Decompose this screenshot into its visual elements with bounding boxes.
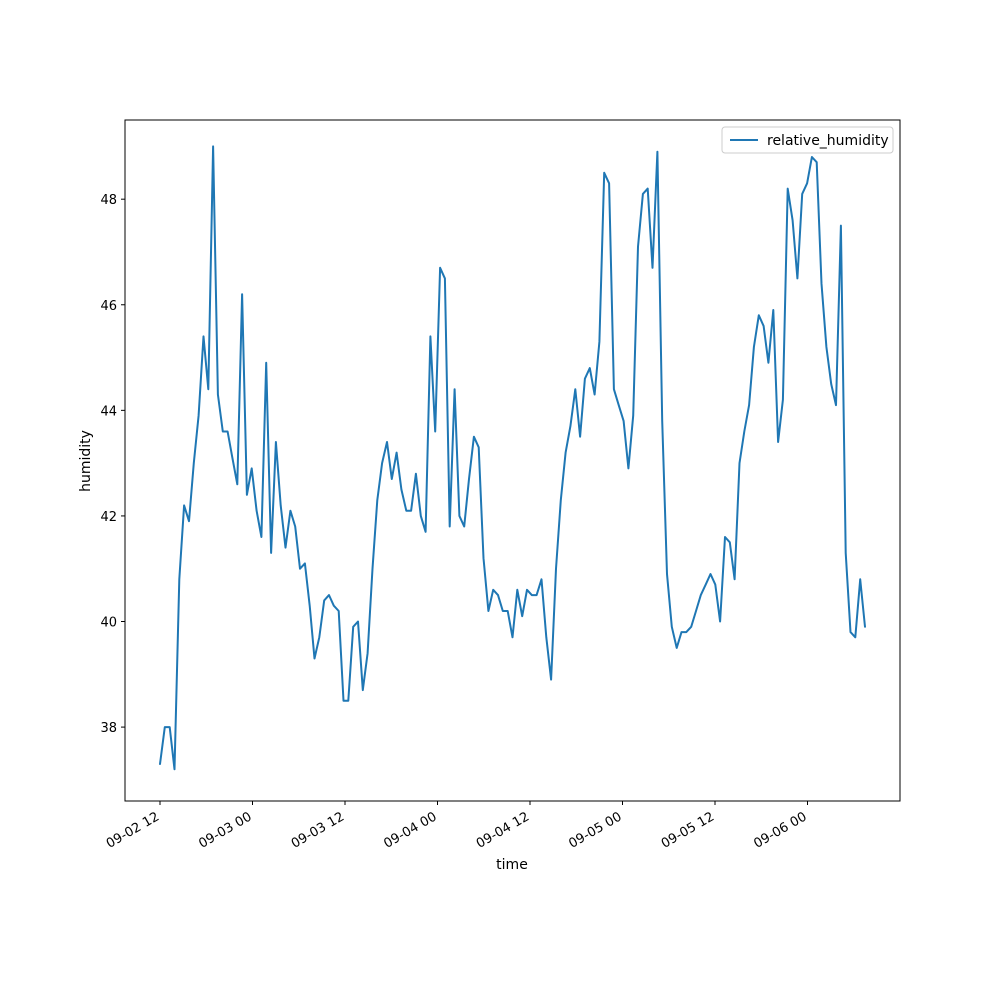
legend-box: [721, 126, 894, 154]
y-tick-label: 48: [100, 193, 117, 208]
y-tick-label: 42: [100, 510, 117, 525]
y-tick-label: 40: [100, 616, 117, 631]
plot-area: [125, 120, 900, 801]
y-axis-label: humidity: [78, 430, 94, 492]
series-line-relative-humidity: [159, 145, 866, 771]
series-layer: [159, 145, 866, 771]
y-tick-label: 38: [100, 721, 117, 736]
x-axis-label: time: [496, 857, 528, 873]
legend-label: relative_humidity: [767, 133, 889, 149]
y-axis: 38 40 42 44 46 48: [100, 193, 125, 736]
plot-frame: [124, 119, 901, 802]
y-tick-label: 44: [100, 404, 117, 419]
legend: relative_humidity: [721, 126, 894, 154]
y-tick-label: 46: [100, 299, 117, 314]
